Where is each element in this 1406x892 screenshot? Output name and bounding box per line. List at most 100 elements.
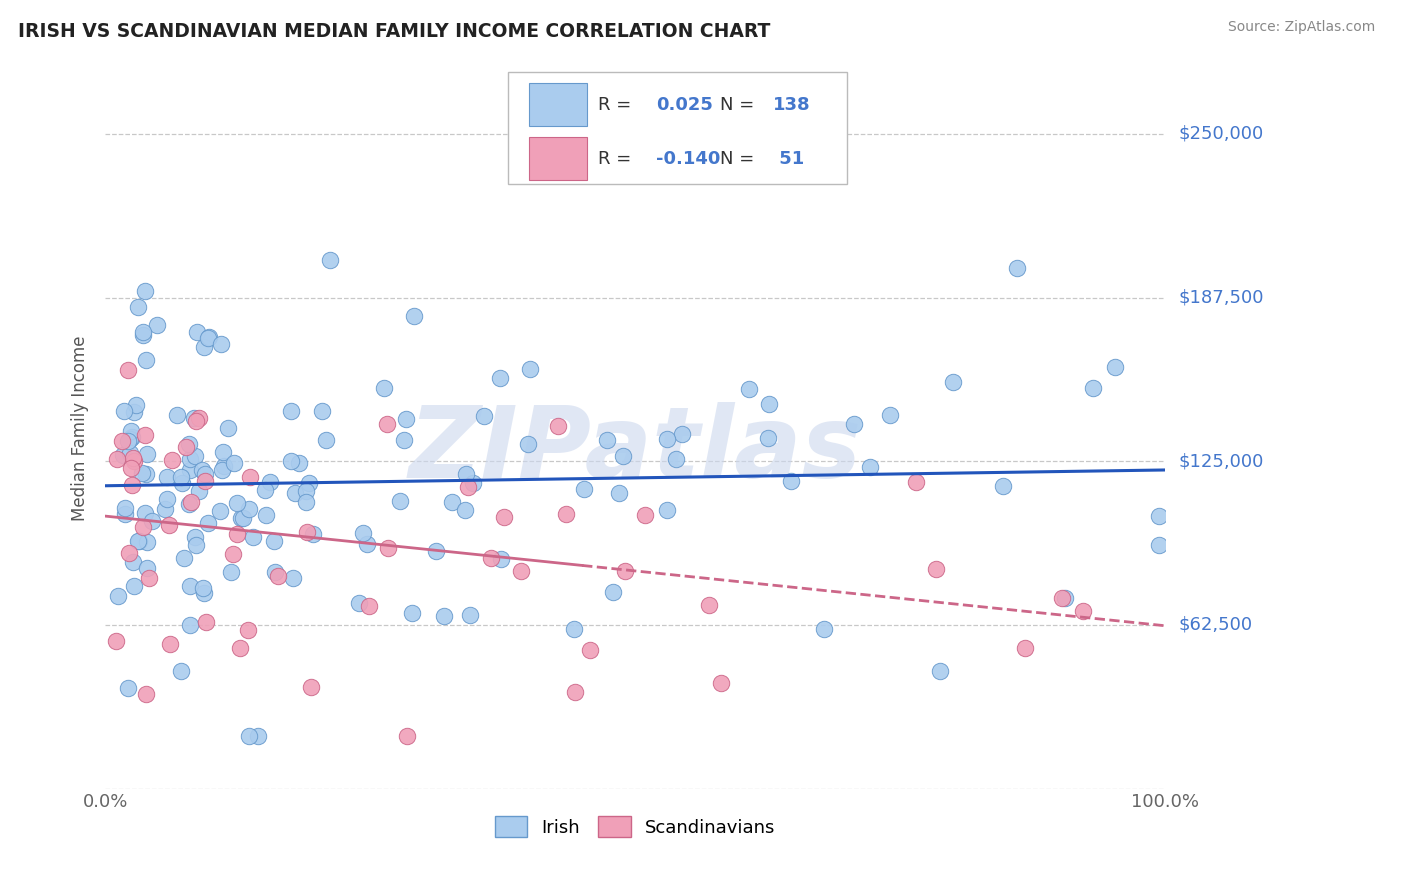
Point: [454, 467, 477, 481]
Point: [239, 470, 262, 484]
Point: [135, 687, 157, 701]
Point: [121, 477, 143, 491]
Point: [311, 404, 333, 418]
Point: [226, 496, 249, 510]
Point: [1104, 359, 1126, 374]
Point: [377, 541, 399, 555]
Text: N =: N =: [720, 150, 759, 168]
Point: [395, 411, 418, 425]
Point: [193, 586, 215, 600]
Point: [942, 375, 965, 389]
Point: [121, 430, 143, 444]
Point: [208, 503, 231, 517]
Point: [131, 466, 153, 480]
Point: [433, 609, 456, 624]
Point: [214, 459, 236, 474]
Point: [197, 331, 219, 345]
Point: [134, 284, 156, 298]
Point: [494, 510, 516, 524]
Text: N =: N =: [720, 95, 759, 113]
Point: [1147, 509, 1170, 524]
Text: 138: 138: [773, 95, 810, 113]
Point: [655, 432, 678, 446]
Point: [127, 533, 149, 548]
Point: [188, 411, 211, 425]
Point: [295, 483, 318, 498]
Point: [187, 484, 209, 499]
Point: [904, 475, 927, 490]
Text: ZIPatlas: ZIPatlas: [409, 401, 862, 499]
Point: [547, 418, 569, 433]
Point: [135, 467, 157, 481]
Point: [193, 467, 215, 482]
Point: [1014, 640, 1036, 655]
Point: [125, 399, 148, 413]
Point: [481, 551, 503, 566]
Point: [121, 555, 143, 569]
Point: [267, 569, 290, 583]
Point: [135, 561, 157, 575]
Point: [124, 454, 146, 468]
FancyBboxPatch shape: [529, 83, 588, 126]
Point: [138, 571, 160, 585]
Point: [254, 508, 277, 523]
Point: [217, 421, 239, 435]
Point: [859, 460, 882, 475]
Point: [170, 665, 193, 679]
Point: [453, 503, 475, 517]
Point: [579, 642, 602, 657]
Point: [253, 483, 276, 497]
Point: [179, 437, 201, 451]
Point: [259, 475, 281, 489]
Point: [120, 424, 142, 438]
Point: [238, 623, 260, 637]
Point: [388, 494, 411, 508]
Point: [401, 606, 423, 620]
Point: [170, 470, 193, 484]
Point: [146, 318, 169, 333]
Point: [132, 520, 155, 534]
Point: [179, 579, 201, 593]
Point: [122, 450, 145, 465]
Point: [519, 362, 541, 376]
Text: $250,000: $250,000: [1180, 125, 1264, 143]
Point: [170, 475, 193, 490]
Point: [509, 565, 531, 579]
Point: [780, 475, 803, 489]
Point: [197, 516, 219, 530]
Text: $125,000: $125,000: [1180, 452, 1264, 470]
Point: [191, 581, 214, 595]
Point: [135, 535, 157, 549]
Point: [190, 463, 212, 477]
Point: [224, 456, 246, 470]
Point: [117, 681, 139, 695]
Point: [127, 300, 149, 314]
Point: [211, 463, 233, 477]
Point: [174, 440, 197, 454]
Point: [392, 433, 415, 447]
Point: [1052, 591, 1074, 605]
Point: [288, 456, 311, 470]
Text: 0.025: 0.025: [657, 95, 713, 113]
Point: [183, 411, 205, 425]
Point: [131, 326, 153, 340]
Point: [315, 434, 337, 448]
Point: [122, 405, 145, 419]
Point: [156, 470, 179, 484]
Text: R =: R =: [598, 95, 637, 113]
Point: [595, 433, 617, 447]
Point: [104, 633, 127, 648]
Point: [472, 409, 495, 423]
Point: [197, 330, 219, 344]
Point: [231, 511, 253, 525]
Point: [1083, 381, 1105, 395]
Point: [134, 506, 156, 520]
Point: [356, 537, 378, 551]
Point: [117, 363, 139, 377]
Point: [1005, 261, 1028, 276]
Point: [613, 564, 636, 578]
Point: [347, 596, 370, 610]
Point: [280, 454, 302, 468]
Text: $187,500: $187,500: [1180, 289, 1264, 307]
Point: [572, 483, 595, 497]
